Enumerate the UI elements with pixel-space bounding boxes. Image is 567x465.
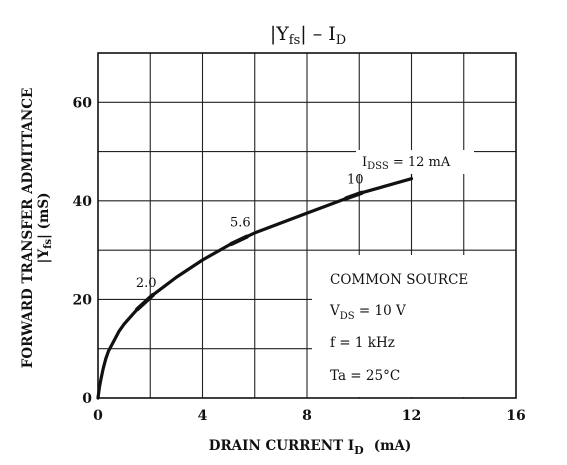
idss-marker-segment (229, 234, 250, 247)
y-tick-label: 0 (82, 391, 92, 407)
x-axis-label: DRAIN CURRENT ID (mA) (209, 438, 412, 457)
y-tick-label: 40 (73, 194, 93, 210)
idss-label-group: IDSS = 12 mA (356, 150, 474, 174)
x-tick-label: 16 (506, 408, 525, 424)
x-tick-label: 12 (402, 408, 421, 424)
condition-temperature: Ta = 25°C (330, 368, 400, 384)
idss-marker-segment (135, 292, 155, 312)
plot-grid (98, 53, 516, 398)
x-tick-label: 4 (198, 408, 208, 424)
idss-marker-segment (344, 190, 364, 201)
idss-marker-label: 10 (347, 172, 364, 187)
x-tick-label: 8 (302, 408, 312, 424)
condition-vds: VDS = 10 V (329, 303, 406, 322)
conditions-backdrop (312, 255, 516, 397)
plot-frame (97, 52, 517, 399)
y-axis-label-line2: |Yfs| (mS) (36, 193, 54, 264)
axis-ticks: 0 4 8 12 16 0 20 40 60 (73, 95, 526, 424)
idss-marker-label: 2.0 (136, 276, 157, 291)
y-tick-label: 20 (73, 292, 93, 308)
idss-label-backdrop (356, 150, 474, 174)
y-axis-label-line1: FORWARD TRANSFER ADMITTANCE (20, 88, 36, 368)
y-axis-label: FORWARD TRANSFER ADMITTANCE |Yfs| (mS) (20, 88, 54, 368)
idss-end-label: IDSS = 12 mA (362, 155, 451, 172)
condition-frequency: f = 1 kHz (330, 335, 395, 351)
idss-marker-label: 5.6 (230, 215, 251, 230)
annotations-layer: 2.0 5.6 10 (135, 172, 413, 312)
conditions-box: COMMON SOURCE VDS = 10 V f = 1 kHz Ta = … (312, 255, 516, 397)
chart-title: |Yfs| – ID (270, 23, 346, 48)
y-tick-label: 60 (73, 95, 93, 111)
x-tick-label: 0 (93, 408, 103, 424)
condition-common-source: COMMON SOURCE (330, 272, 468, 288)
